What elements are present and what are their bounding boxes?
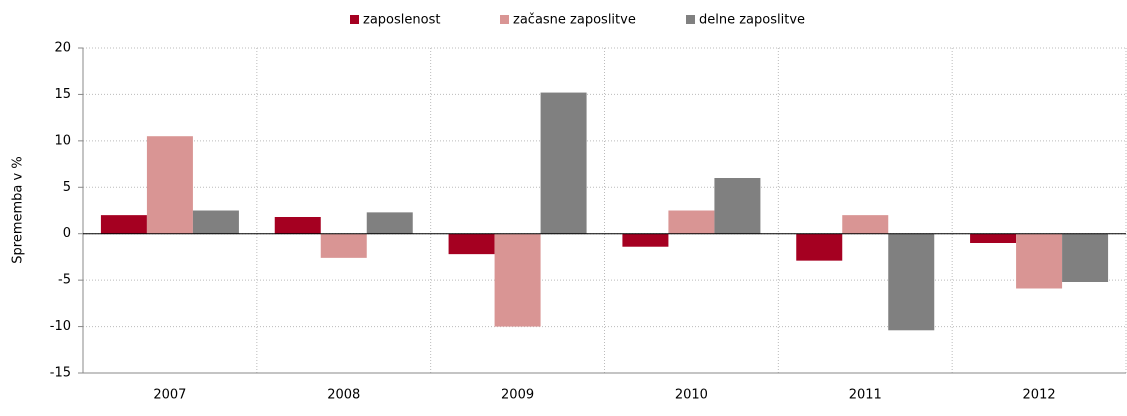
legend-swatch xyxy=(500,15,509,24)
bar xyxy=(320,233,367,258)
bar xyxy=(970,233,1017,243)
bar xyxy=(192,210,239,234)
y-tick-label: 10 xyxy=(54,133,71,148)
bar xyxy=(668,210,715,234)
bar xyxy=(622,233,669,247)
legend-label: zaposlenost xyxy=(363,13,440,28)
y-tick-label: 15 xyxy=(54,87,71,102)
legend-label: delne zaposlitve xyxy=(699,13,805,28)
y-tick-label: 0 xyxy=(63,226,71,241)
y-tick-label: -10 xyxy=(50,319,71,334)
legend-swatch xyxy=(350,15,359,24)
x-tick-label: 2012 xyxy=(1023,388,1056,403)
bar xyxy=(714,178,761,234)
x-tick-label: 2007 xyxy=(153,388,186,403)
bar xyxy=(796,233,843,261)
y-tick-label: -5 xyxy=(58,273,71,288)
bar xyxy=(540,92,587,234)
bar xyxy=(274,217,321,234)
y-tick-label: -15 xyxy=(50,366,71,381)
x-tick-label: 2010 xyxy=(675,388,708,403)
bar xyxy=(100,215,147,234)
x-tick-label: 2011 xyxy=(849,388,882,403)
bar xyxy=(448,233,495,255)
bar xyxy=(888,233,935,331)
legend-swatch xyxy=(686,15,695,24)
y-axis-label: Sprememba v % xyxy=(11,156,26,263)
bar xyxy=(146,136,193,234)
y-tick-label: 20 xyxy=(54,41,71,56)
x-tick-label: 2008 xyxy=(327,388,360,403)
bar xyxy=(842,215,889,234)
y-tick-label: 5 xyxy=(63,180,71,195)
x-tick-label: 2009 xyxy=(501,388,534,403)
bar xyxy=(1016,233,1063,289)
bar xyxy=(366,212,413,234)
legend-label: začasne zaposlitve xyxy=(513,13,636,28)
bar xyxy=(1062,233,1109,282)
bar xyxy=(494,233,541,327)
